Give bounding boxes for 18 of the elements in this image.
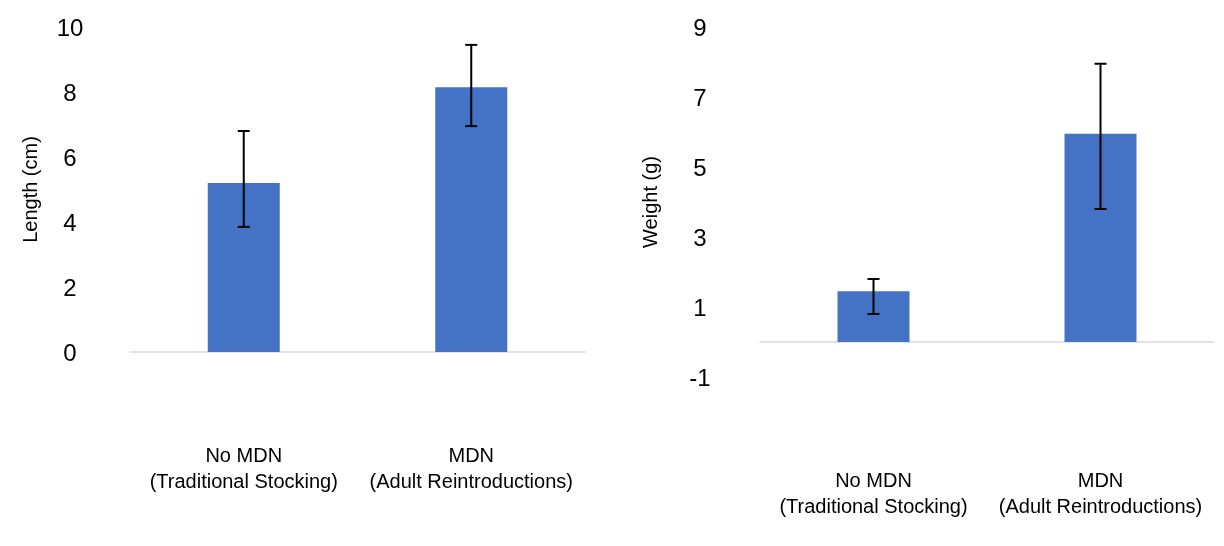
y-tick-label: 4 <box>63 208 77 236</box>
y-tick-label: 7 <box>693 83 707 111</box>
y-tick-label: 0 <box>63 338 77 366</box>
y-tick-label: 2 <box>63 273 77 301</box>
y-axis-title: Length (cm) <box>19 136 41 243</box>
x-tick-label: MDN (Adult Reintroductions) <box>369 444 573 492</box>
y-tick-label: 3 <box>693 223 707 251</box>
y-tick-label: 5 <box>693 153 707 181</box>
x-tick-label: MDN (Adult Reintroductions) <box>998 469 1203 517</box>
y-tick-label: 8 <box>63 78 77 106</box>
y-tick-label: 1 <box>693 293 707 321</box>
y-tick-label: 10 <box>56 13 84 41</box>
y-axis-title: Weight (g) <box>639 156 661 248</box>
x-tick-label: No MDN (Traditional Stocking) <box>779 469 968 517</box>
y-tick-label: 6 <box>63 143 77 171</box>
y-tick-label: 9 <box>693 13 707 41</box>
x-tick-label: No MDN (Traditional Stocking) <box>149 444 338 492</box>
y-tick-label: -1 <box>689 363 711 391</box>
